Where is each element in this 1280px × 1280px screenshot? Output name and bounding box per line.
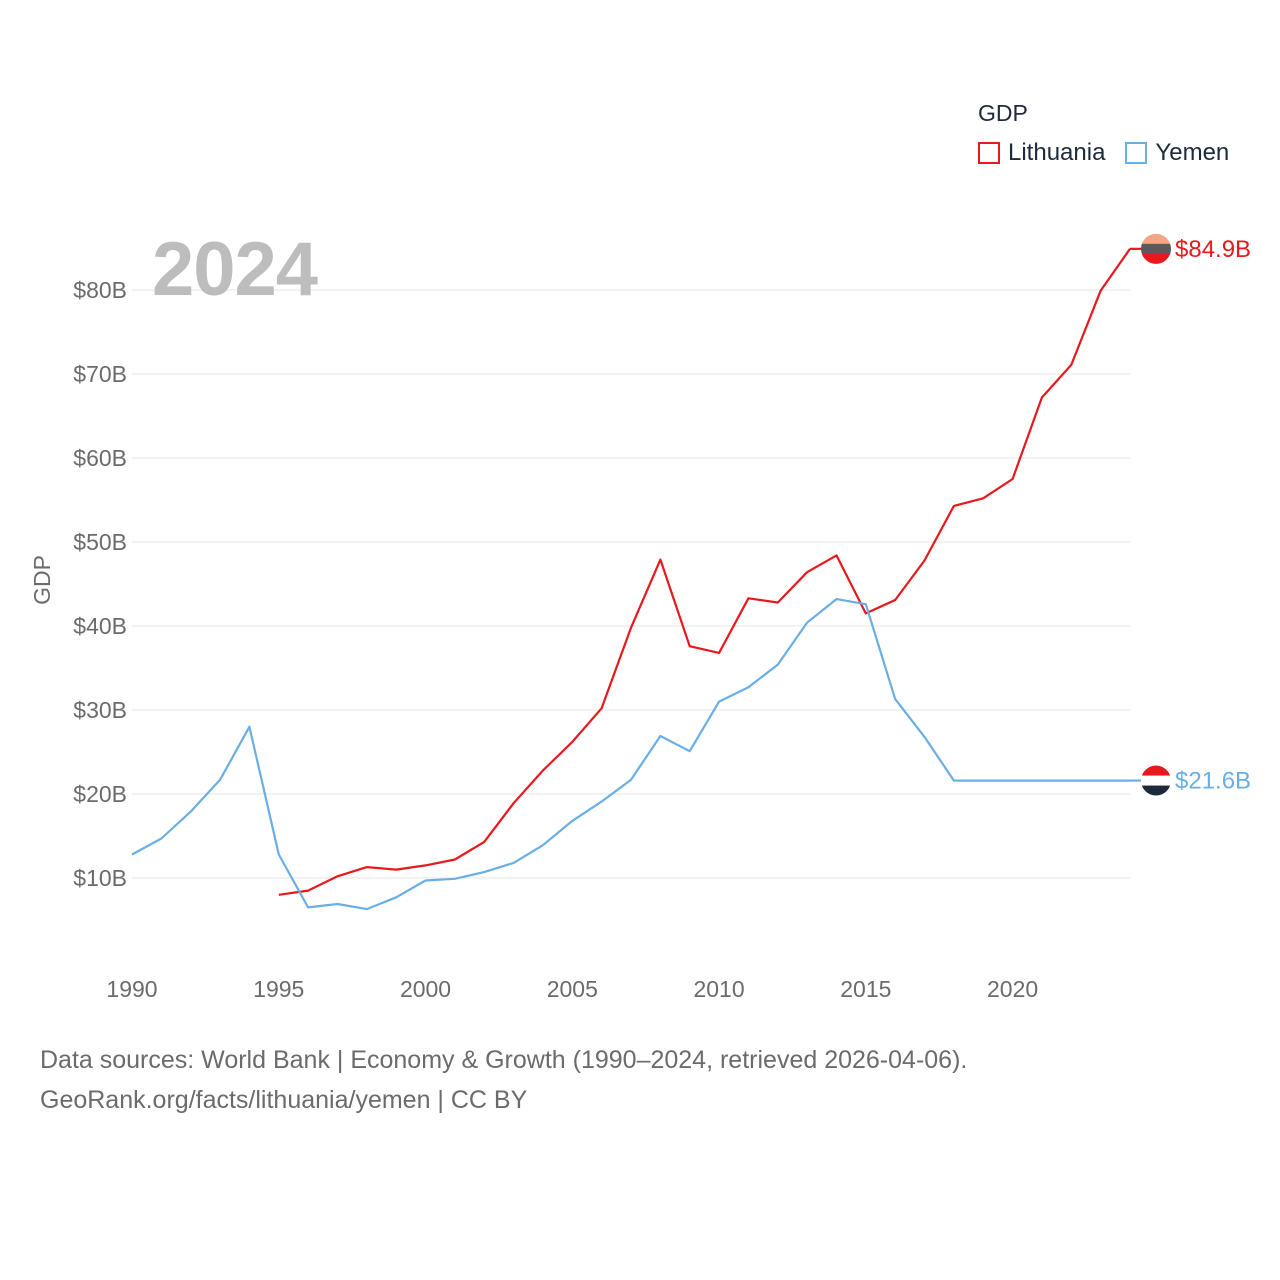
y-tick-label: $20B [73, 781, 127, 807]
legend-label-yemen: Yemen [1155, 139, 1230, 166]
sources-text: Data sources: World Bank | Economy & Gro… [40, 1046, 968, 1074]
flag-stripe [1141, 765, 1171, 777]
flag-stripe [1141, 243, 1171, 255]
lithuania-flag-icon [1141, 233, 1171, 264]
flag-stripe [1141, 785, 1171, 796]
x-tick-label: 2000 [400, 976, 451, 1002]
y-tick-label: $40B [73, 613, 127, 639]
x-tick-label: 2015 [840, 976, 891, 1002]
legend-item-lithuania[interactable]: Lithuania [978, 139, 1105, 167]
legend-label-lithuania: Lithuania [1008, 139, 1106, 166]
legend-swatch-yemen [1125, 142, 1148, 164]
credit-link[interactable]: GeoRank.org/facts/lithuania/yemen | CC B… [40, 1086, 528, 1114]
legend-item-yemen[interactable]: Yemen [1125, 139, 1229, 167]
y-tick-label: $70B [73, 361, 127, 387]
x-tick-label: 2005 [547, 976, 598, 1002]
gridlines [132, 289, 1130, 879]
x-tick-label: 2020 [987, 976, 1038, 1002]
yemen-flag-icon [1141, 765, 1171, 796]
y-axis-label: GDP [29, 555, 55, 605]
flag-stripe [1141, 253, 1171, 264]
y-tick-label: $10B [73, 865, 127, 891]
x-tick-label: 2010 [693, 976, 744, 1002]
y-tick-label: $80B [73, 277, 127, 303]
x-axis: 1990 1995 2000 2005 2010 2015 2020 [106, 976, 1038, 1002]
end-markers: $84.9B $21.6B [1130, 233, 1251, 796]
y-tick-label: $30B [73, 697, 127, 723]
x-tick-label: 1990 [106, 976, 157, 1002]
legend-title: GDP [978, 100, 1028, 126]
legend-swatch-lithuania [978, 142, 1000, 164]
x-tick-label: 1995 [253, 976, 304, 1002]
data-sources: Data sources: World Bank | Economy & Gro… [40, 1040, 967, 1120]
legend: GDP Lithuania Yemen [978, 100, 1229, 167]
end-value-label-lithuania: $84.9B [1175, 236, 1251, 263]
series-lines [131, 248, 1131, 911]
y-axis: $10B $20B $30B $40B $50B $60B $70B $80B [73, 277, 127, 891]
y-tick-label: $50B [73, 529, 127, 555]
end-value-label-yemen: $21.6B [1175, 768, 1251, 795]
flag-stripe [1141, 775, 1171, 787]
series-line-lithuania [278, 248, 1131, 896]
series-line-yemen [131, 598, 1130, 911]
y-tick-label: $60B [73, 445, 127, 471]
flag-stripe [1141, 233, 1171, 245]
year-badge: 2024 [152, 227, 318, 312]
